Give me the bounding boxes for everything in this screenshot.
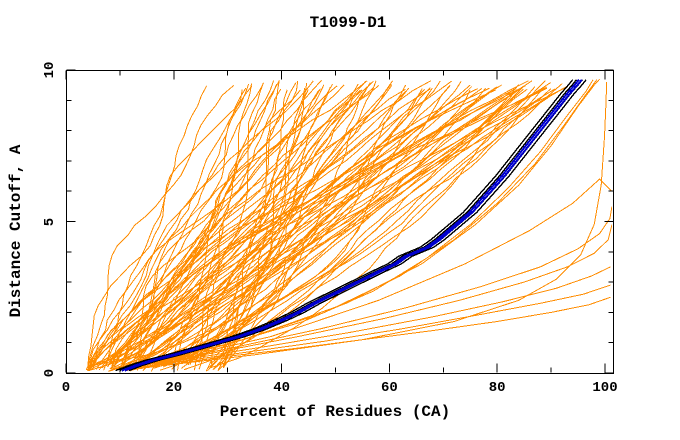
y-tick-label: 0 — [42, 368, 58, 378]
y-axis-label: Distance Cutoff, A — [7, 144, 25, 318]
axes-layer — [65, 69, 614, 374]
x-tick-label: 100 — [592, 380, 618, 396]
y-tick-label: 5 — [42, 217, 58, 226]
x-tick-label: 40 — [273, 380, 290, 396]
x-tick-label: 60 — [380, 380, 398, 396]
chart-title: T1099-D1 — [309, 14, 387, 32]
y-tick-label: 10 — [42, 61, 58, 79]
x-tick-label: 0 — [61, 380, 71, 396]
x-tick-label: 20 — [165, 380, 183, 396]
x-axis-label: Percent of Residues (CA) — [219, 403, 451, 421]
x-tick-label: 80 — [488, 380, 506, 396]
curves-layer — [85, 78, 612, 372]
